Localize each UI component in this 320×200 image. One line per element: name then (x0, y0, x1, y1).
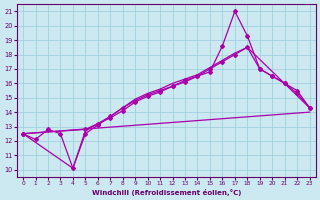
X-axis label: Windchill (Refroidissement éolien,°C): Windchill (Refroidissement éolien,°C) (92, 189, 241, 196)
